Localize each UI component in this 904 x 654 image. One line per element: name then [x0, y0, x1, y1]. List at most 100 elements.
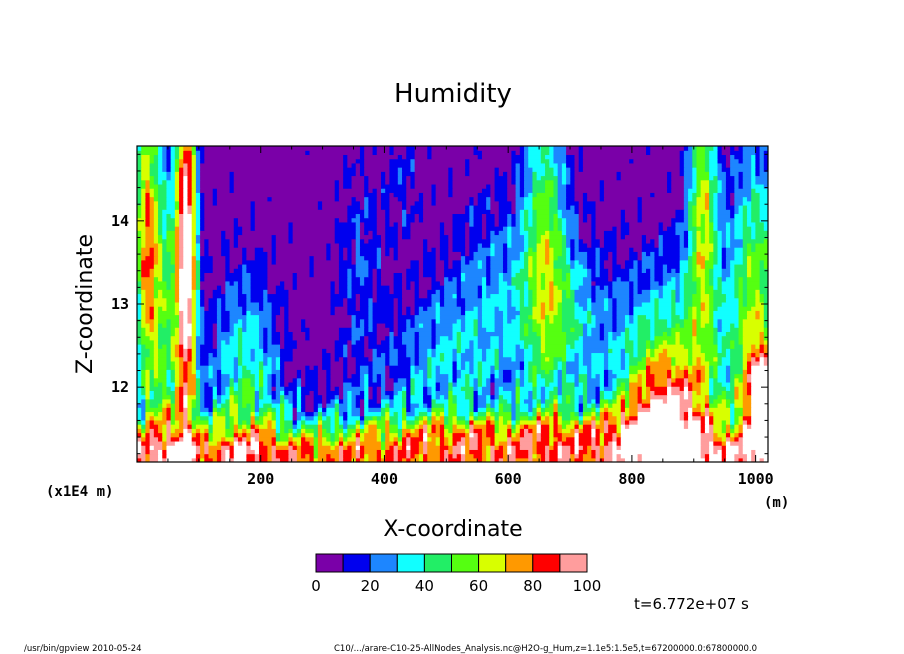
- heatmap-cell: [587, 403, 592, 408]
- heatmap-cell: [406, 272, 420, 278]
- heatmap-cell: [721, 247, 727, 252]
- heatmap-cell: [376, 457, 382, 462]
- heatmap-cell: [574, 419, 580, 425]
- heatmap-cell: [700, 369, 706, 375]
- heatmap-cell: [650, 276, 656, 282]
- heatmap-cell: [591, 301, 605, 307]
- heatmap-cell: [347, 373, 353, 379]
- heatmap-cell: [536, 445, 546, 450]
- heatmap-cell: [734, 390, 740, 396]
- heatmap-cell: [355, 419, 361, 425]
- heatmap-cell: [355, 339, 365, 345]
- heatmap-cell: [536, 247, 546, 252]
- heatmap-cell: [709, 415, 714, 421]
- heatmap-cell: [511, 230, 521, 236]
- heatmap-cell: [465, 327, 475, 332]
- heatmap-cell: [200, 276, 205, 282]
- heatmap-cell: [469, 221, 475, 227]
- heatmap-cell: [696, 314, 702, 320]
- heatmap-cell: [359, 318, 365, 324]
- heatmap-cell: [137, 394, 147, 400]
- heatmap-cell: [688, 238, 693, 244]
- heatmap-cell: [616, 301, 630, 307]
- heatmap-cell: [385, 234, 399, 240]
- heatmap-cell: [397, 457, 403, 462]
- heatmap-cell: [595, 226, 613, 231]
- heatmap-cell: [267, 263, 311, 269]
- heatmap-cell: [637, 318, 651, 324]
- heatmap-cell: [763, 360, 768, 366]
- heatmap-cell: [195, 234, 201, 240]
- heatmap-cell: [313, 255, 327, 261]
- heatmap-cell: [654, 255, 681, 261]
- heatmap-cell: [524, 263, 529, 269]
- heatmap-cell: [414, 369, 420, 375]
- heatmap-cell: [646, 268, 651, 273]
- heatmap-cell: [153, 306, 159, 311]
- heatmap-cell: [158, 365, 168, 370]
- heatmap-cell: [469, 377, 475, 383]
- heatmap-cell: [502, 344, 517, 349]
- heatmap-cell: [385, 365, 390, 370]
- heatmap-cell: [751, 381, 768, 387]
- heatmap-cell: [582, 403, 588, 408]
- heatmap-cell: [229, 394, 235, 400]
- heatmap-cell: [153, 432, 163, 438]
- heatmap-cell: [204, 428, 210, 434]
- heatmap-cell: [183, 314, 189, 320]
- heatmap-cell: [195, 369, 201, 375]
- heatmap-cell: [423, 428, 428, 434]
- heatmap-cell: [725, 386, 731, 391]
- heatmap-cell: [519, 251, 525, 257]
- heatmap-cell: [191, 424, 197, 429]
- heatmap-cell: [738, 289, 744, 295]
- heatmap-cell: [423, 238, 428, 244]
- heatmap-cell: [431, 398, 437, 404]
- heatmap-cell: [519, 386, 534, 391]
- heatmap-cell: [759, 263, 765, 269]
- heatmap-cell: [288, 398, 294, 404]
- heatmap-cell: [368, 268, 374, 273]
- heatmap-cell: [553, 440, 559, 446]
- heatmap-cell: [183, 424, 189, 429]
- heatmap-cell: [692, 238, 698, 244]
- heatmap-cell: [322, 419, 332, 425]
- heatmap-cell: [187, 386, 197, 391]
- heatmap-cell: [540, 419, 550, 425]
- heatmap-cell: [734, 234, 744, 240]
- heatmap-cell: [582, 407, 592, 413]
- heatmap-cell: [170, 407, 176, 413]
- heatmap-cell: [587, 373, 592, 379]
- heatmap-cell: [671, 390, 685, 396]
- heatmap-cell: [696, 230, 702, 236]
- heatmap-cell: [174, 259, 180, 265]
- heatmap-cell: [515, 419, 521, 425]
- heatmap-cell: [578, 377, 588, 383]
- heatmap-cell: [477, 386, 483, 391]
- heatmap-cell: [280, 344, 285, 349]
- heatmap-cell: [507, 398, 512, 404]
- heatmap-cell: [414, 285, 420, 290]
- heatmap-cell: [591, 272, 597, 278]
- heatmap-cell: [700, 238, 706, 244]
- heatmap-cell: [271, 306, 281, 311]
- heatmap-cell: [296, 457, 311, 462]
- heatmap-cell: [229, 411, 239, 417]
- heatmap-cell: [481, 453, 487, 459]
- heatmap-cell: [187, 318, 193, 324]
- heatmap-cell: [317, 449, 340, 455]
- heatmap-cell: [347, 289, 353, 295]
- heatmap-cell: [162, 344, 168, 349]
- heatmap-cell: [549, 242, 563, 248]
- heatmap-cell: [633, 339, 639, 345]
- heatmap-cell: [662, 268, 668, 273]
- heatmap-cell: [494, 369, 500, 375]
- heatmap-cell: [275, 377, 281, 383]
- heatmap-cell: [334, 432, 340, 438]
- heatmap-cell: [385, 419, 390, 425]
- heatmap-cell: [385, 377, 395, 383]
- heatmap-cell: [263, 381, 269, 387]
- heatmap-cell: [637, 398, 643, 404]
- heatmap-cell: [494, 424, 500, 429]
- heatmap-cell: [216, 344, 222, 349]
